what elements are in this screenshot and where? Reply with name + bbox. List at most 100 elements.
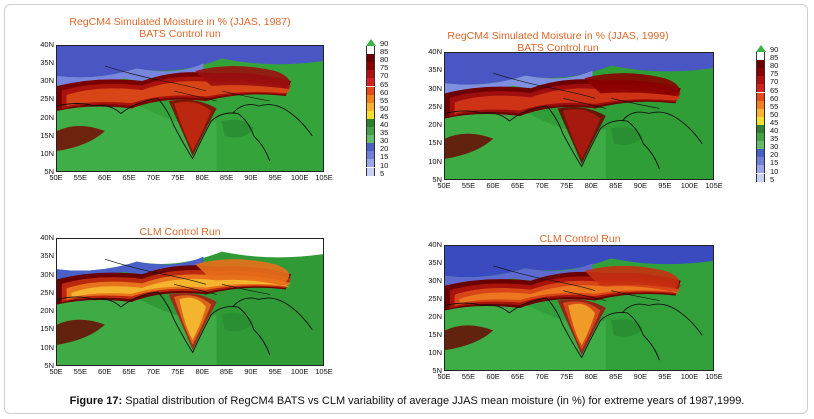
- x-tick-label-br: 70E: [535, 372, 549, 381]
- caption-label: Figure 17:: [69, 395, 123, 407]
- colorbar-swatch: [366, 78, 375, 87]
- map-india-br-2: [568, 303, 596, 346]
- y-tick-label-tl: 15N: [40, 130, 54, 140]
- map-bay-patch-br: [611, 318, 644, 337]
- x-tick-label-tl: 100E: [290, 173, 309, 182]
- x-tick-label-tr: 65E: [510, 181, 525, 190]
- colorbar-swatch: [756, 141, 765, 150]
- x-tick-label-br: 95E: [658, 372, 672, 381]
- colorbar-level-label: 30: [380, 136, 389, 146]
- panel-tr-title: RegCM4 Simulated Moisture in % (JJAS, 19…: [438, 30, 678, 54]
- colorbar-swatch: [756, 165, 765, 174]
- panel-tl-title-line1: RegCM4 Simulated Moisture in % (JJAS, 19…: [69, 16, 291, 28]
- map-ocean-patch-tl: [57, 97, 217, 171]
- y-tick-label-br: 25N: [428, 294, 442, 303]
- x-tick-label-tl: 80E: [195, 173, 209, 182]
- colorbar-swatch: [366, 94, 375, 103]
- y-tick-label-tr: 40N: [428, 47, 442, 56]
- map-bay-patch-tr: [611, 127, 644, 146]
- colorbar-level-label: 45: [770, 117, 779, 127]
- map-coastline-bl: [57, 291, 313, 356]
- map-belt-bl-3: [71, 278, 292, 298]
- x-tick-label-bl: 100E: [290, 367, 309, 376]
- y-tick-label-tl: 35N: [40, 58, 54, 68]
- x-tick-label-bl: 60E: [98, 367, 112, 376]
- x-tick-label-br: 65E: [510, 372, 525, 381]
- colorbar-swatch: [366, 62, 375, 71]
- map-panel-bl: [56, 238, 324, 366]
- x-tick-label-br: 90E: [633, 372, 648, 381]
- colorbar-level-label: 5: [770, 174, 775, 184]
- map-sw-patch-bl: [57, 319, 105, 345]
- colorbar-level-label: 65: [380, 79, 389, 89]
- x-tick-label-tl: 50E: [49, 173, 63, 182]
- colorbar-swatch: [756, 149, 765, 158]
- colorbar-level-label: 70: [770, 77, 779, 87]
- map-north-band-tl: [57, 46, 323, 78]
- map-svg-tr: [445, 53, 713, 179]
- colorbar-level-label: 65: [770, 85, 779, 95]
- colorbar-level-label: 35: [380, 128, 389, 138]
- map-panel-br: [444, 245, 714, 371]
- y-tick-label-tl: 10N: [40, 148, 54, 158]
- x-tick-label-br: 50E: [437, 372, 451, 381]
- colorbar-level-label: 85: [770, 53, 779, 63]
- y-tick-label-bl: 40N: [40, 233, 54, 242]
- x-tick-label-bl: 80E: [195, 367, 209, 376]
- x-tick-label-br: 105E: [705, 372, 723, 381]
- map-panel-tr: [444, 52, 714, 180]
- map-bay-patch-bl: [221, 313, 254, 332]
- colorbar-level-label: 60: [380, 87, 389, 97]
- map-india-bl-2: [179, 297, 206, 340]
- x-tick-label-bl: 75E: [171, 367, 185, 376]
- colorbar-level-label: 55: [380, 95, 389, 105]
- panel-tr-title-line1: RegCM4 Simulated Moisture in % (JJAS, 19…: [447, 30, 669, 42]
- colorbar-level-label: 55: [770, 101, 779, 111]
- y-tick-label-tr: 20N: [428, 120, 442, 130]
- x-tick-label-bl: 85E: [219, 367, 234, 376]
- colorbar-level-label: 15: [770, 158, 779, 168]
- map-panel-tl: [56, 45, 324, 172]
- colorbar-level-label: 90: [770, 45, 779, 54]
- colorbar-swatch: [756, 92, 765, 101]
- colorbar-level-label: 45: [380, 111, 389, 121]
- y-tick-label-br: 10N: [428, 348, 442, 357]
- y-tick-label-bl: 10N: [40, 342, 54, 352]
- colorbar-swatch: [366, 118, 375, 127]
- colorbar-level-label: 80: [380, 55, 389, 65]
- colorbar-swatch: [756, 84, 765, 93]
- map-bay-patch-tl: [221, 119, 254, 138]
- colorbar-level-label: 40: [380, 120, 389, 129]
- y-tick-label-tl: 25N: [40, 94, 54, 104]
- map-india-tr-1: [562, 109, 601, 159]
- x-tick-label-br: 60E: [486, 372, 500, 381]
- y-tick-label-tl: 30N: [40, 76, 54, 86]
- colorbar-level-label: 20: [380, 144, 389, 154]
- colorbar-swatch: [756, 133, 765, 142]
- y-tick-label-tr: 25N: [428, 101, 442, 111]
- map-belt-tl-2: [66, 81, 292, 107]
- panel-br-title: CLM Control Run: [480, 233, 680, 245]
- y-tick-label-br: 30N: [428, 276, 442, 285]
- colorbar-level-label: 5: [380, 168, 385, 178]
- colorbar-legend-bats-1999: 90 85 80 75 70 65 60 55 50 45 40 35 30 20 15 10 5: [756, 45, 786, 185]
- colorbar-swatch: [756, 76, 765, 85]
- x-tick-label-tr: 95E: [658, 181, 672, 190]
- map-coastline-br: [445, 297, 703, 361]
- map-sw-patch-br: [445, 325, 494, 351]
- y-tick-label-bl: 25N: [40, 287, 54, 297]
- y-tick-label-br: 40N: [428, 240, 442, 249]
- colorbar-level-label: 10: [380, 160, 389, 170]
- colorbar-top-arrow: [366, 39, 376, 46]
- colorbar-level-label: 20: [770, 150, 779, 160]
- y-tick-label-tr: 35N: [428, 65, 442, 75]
- map-svg-tl: [57, 46, 323, 171]
- colorbar-level-label: 70: [380, 71, 389, 81]
- x-tick-label-tr: 50E: [437, 181, 451, 190]
- x-tick-label-tr: 100E: [680, 181, 699, 190]
- colorbar-level-label: 40: [770, 126, 779, 135]
- map-coastline-tl: [57, 98, 313, 162]
- panel-tr-title-line2: BATS Control run: [517, 42, 599, 54]
- colorbar-level-label: 80: [770, 61, 779, 71]
- colorbar-swatch: [366, 70, 375, 79]
